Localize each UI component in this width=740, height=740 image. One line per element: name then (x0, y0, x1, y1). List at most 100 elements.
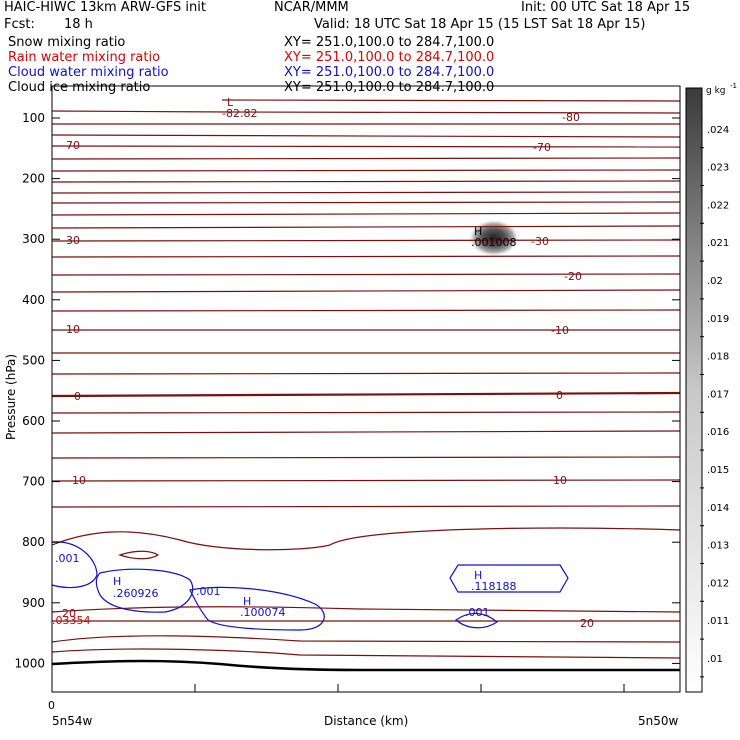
isotherm (51, 145, 681, 148)
field-cloudwater-xy: XY= 251.0,100.0 to 284.7,100.0 (284, 65, 495, 80)
fcst-label: Fcst: (4, 17, 35, 32)
colorbar-tick-label: .021 (707, 238, 729, 249)
isotherm (51, 606, 681, 613)
isotherm (51, 456, 681, 459)
y-tick-label: 1000 (14, 656, 45, 670)
x-left-label: 5n54w (52, 714, 93, 728)
isotherm (51, 648, 681, 659)
isotherm (51, 273, 681, 276)
isotherm (51, 239, 681, 242)
isotherm (51, 201, 681, 204)
isotherm-label: -30 (62, 234, 80, 247)
isotherm (51, 180, 681, 183)
y-tick-label: 100 (22, 111, 45, 125)
field-ice-name: Cloud ice mixing ratio (8, 80, 151, 95)
valid-time: Valid: 18 UTC Sat 18 Apr 15 (15 LST Sat … (314, 17, 646, 32)
rain-label: .03354 (52, 614, 91, 627)
y-tick-label: 500 (22, 353, 45, 367)
colorbar-tick-label: .018 (707, 352, 729, 363)
isotherm (51, 134, 681, 138)
y-axis-label: Pressure (hPa) (4, 354, 18, 440)
isotherm-label: 10 (72, 474, 86, 487)
cloud-water-contour (455, 612, 499, 629)
isotherm-label: -10 (62, 323, 80, 336)
isotherm-label: 20 (62, 607, 76, 620)
field-rain-name: Rain water mixing ratio (8, 50, 161, 65)
isotherm (51, 505, 681, 508)
isotherm (221, 99, 681, 102)
field-rain-xy: XY= 251.0,100.0 to 284.7,100.0 (284, 50, 495, 65)
cloud-water-label: .001 (55, 552, 80, 565)
colorbar-unit: g kg (706, 86, 726, 96)
isotherm (51, 191, 681, 194)
isotherm-label: 20 (580, 617, 594, 630)
colorbar-tick-label: .012 (707, 578, 729, 589)
colorbar-tick-label: .01 (707, 654, 723, 665)
colorbar-tick-label: .011 (707, 616, 729, 627)
isotherm-label: 10 (553, 474, 567, 487)
x-right-label: 5n50w (638, 714, 679, 728)
isotherm (51, 157, 681, 160)
colorbar-tick-label: .013 (707, 541, 729, 552)
isotherm (51, 225, 681, 229)
cloud-water-label: .001 (465, 606, 490, 619)
y-tick-label: 900 (22, 596, 45, 610)
field-cloudwater-name: Cloud water mixing ratio (8, 65, 169, 80)
low-marker: L (227, 96, 234, 109)
isotherm-label: -30 (531, 235, 549, 248)
cloud-water-contour (95, 568, 194, 613)
extrema-labels: L -82.82 H .001008 H .260926 H .100074 H… (113, 96, 517, 619)
isotherms (51, 99, 681, 659)
fcst-value: 18 h (64, 17, 93, 32)
isotherm (51, 309, 681, 312)
isotherm (51, 212, 681, 216)
x-axis (194, 684, 625, 692)
y-tick-label: 400 (22, 293, 45, 307)
cloud-high-marker: H (243, 595, 251, 608)
org-label: NCAR/MMM (274, 0, 349, 15)
cloud-high-value: .100074 (240, 606, 286, 619)
cloud-water-contour (51, 541, 98, 589)
colorbar (685, 87, 703, 693)
isotherm (51, 255, 681, 258)
cloud-water-contours (51, 541, 569, 631)
cloud-high-marker: H (113, 575, 121, 588)
isotherm-zero (51, 391, 681, 398)
cloud-high-value: .118188 (471, 580, 517, 593)
isotherm (51, 430, 681, 434)
y-tick-label: 700 (22, 475, 45, 489)
cloud-water-label: .001 (196, 585, 221, 598)
y-tick-label: 300 (22, 232, 45, 246)
isotherm (51, 635, 681, 643)
isotherm-label: -20 (564, 270, 582, 283)
y-tick-label: 200 (22, 172, 45, 186)
isotherm-label: -10 (551, 324, 569, 337)
y-tick-label: 800 (22, 535, 45, 549)
snow-high-marker: H (474, 225, 482, 238)
cloud-high-value: .260926 (113, 587, 159, 600)
isotherm (51, 372, 681, 375)
isotherm (51, 169, 681, 172)
x-tick-zero: 0 (48, 699, 55, 712)
low-value: -82.82 (222, 107, 257, 120)
isotherm (118, 550, 160, 560)
cloud-water-contour (449, 564, 569, 593)
colorbar-tick-label: .023 (707, 163, 729, 174)
isotherm (51, 110, 681, 114)
y-tick-label: 600 (22, 414, 45, 428)
model-title: HAIC-HIWC 13km ARW-GFS init (4, 0, 206, 15)
isotherm (51, 289, 681, 293)
colorbar-ticks: .01 .011 .012 .013 .014 .015 .016 .017 .018 .019.… (700, 125, 729, 678)
isotherm (51, 479, 681, 482)
isotherm (51, 527, 681, 551)
isotherm-label: -80 (562, 111, 580, 124)
init-time: Init: 00 UTC Sat 18 Apr 15 (521, 0, 691, 15)
colorbar-tick-label: .014 (707, 503, 729, 514)
snow-high-value: .001008 (471, 236, 517, 249)
isotherm-label: -70 (533, 141, 551, 154)
field-snow-xy: XY= 251.0,100.0 to 284.7,100.0 (284, 35, 495, 50)
snow-max-shading (468, 219, 520, 257)
isotherm-label: 0 (74, 390, 81, 403)
